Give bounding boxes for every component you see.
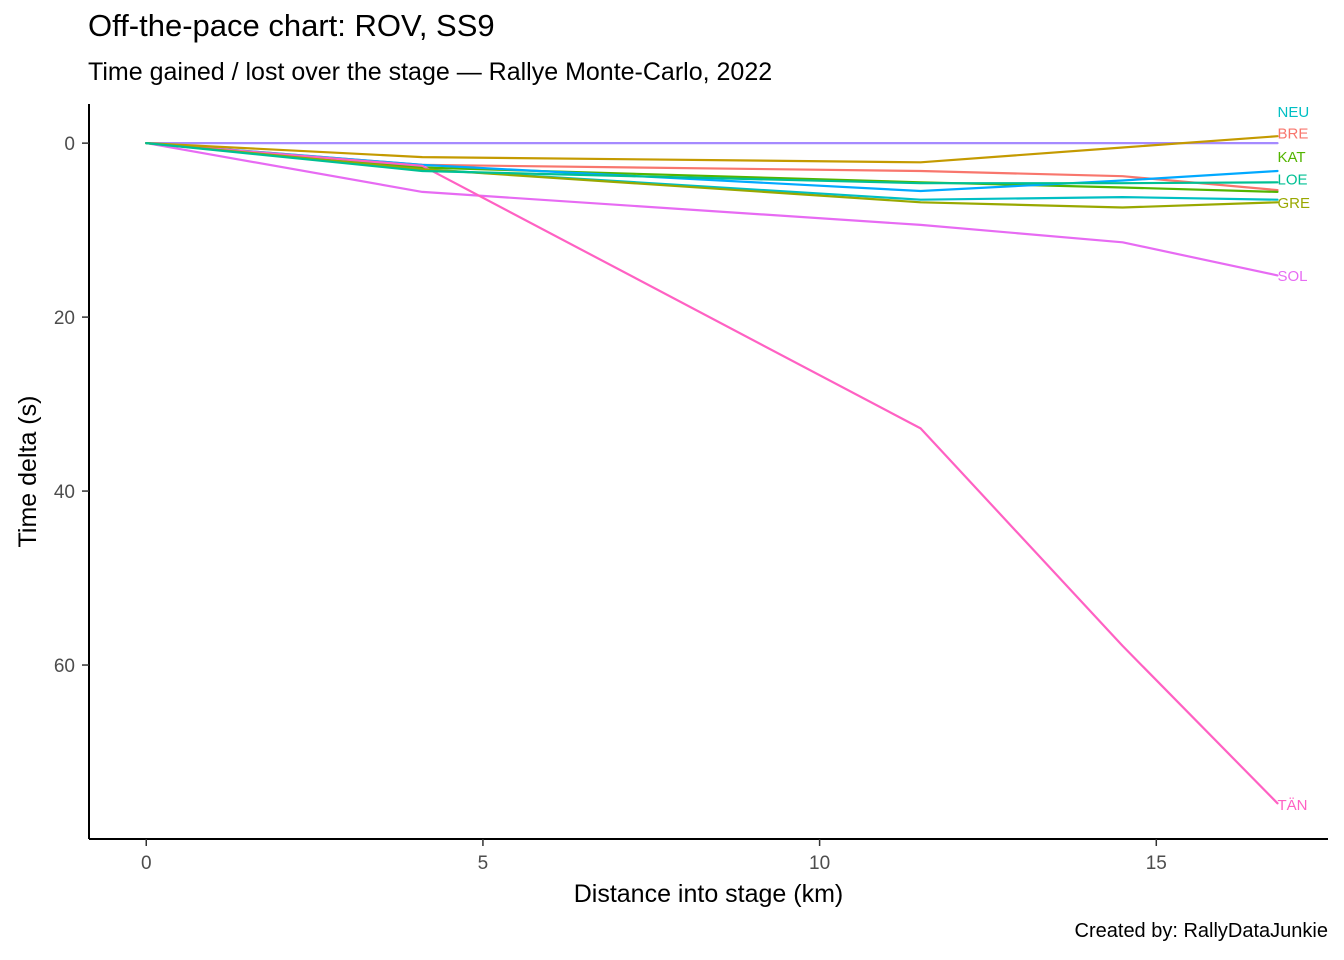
y-tick-label: 40 <box>54 482 75 503</box>
x-tick-label: 10 <box>809 853 830 874</box>
end-label-loe: LOE <box>1277 172 1307 189</box>
x-tick-label: 15 <box>1146 853 1167 874</box>
end-label-sol: SOL <box>1277 268 1307 285</box>
x-axis-ticks: 0 5 10 15 <box>141 839 1167 874</box>
series-line-unlabelled-7 <box>145 135 1279 164</box>
chart-caption: Created by: RallyDataJunkie <box>1074 920 1328 942</box>
series-line-tän <box>145 142 1279 805</box>
y-axis-ticks: 0 20 40 60 <box>54 134 89 677</box>
x-tick-label: 0 <box>141 853 152 874</box>
x-tick-label: 5 <box>478 853 489 874</box>
y-tick-label: 60 <box>54 656 75 677</box>
y-tick-label: 20 <box>54 308 75 329</box>
y-axis-title: Time delta (s) <box>14 396 42 548</box>
series-line-unlabelled-8 <box>145 142 1279 209</box>
end-label-bre: BRE <box>1277 126 1308 143</box>
chart-title: Off-the-pace chart: ROV, SS9 <box>88 8 495 43</box>
end-label-gre: GRE <box>1277 195 1310 212</box>
end-label-neu: NEU <box>1277 104 1309 121</box>
series-lines <box>145 135 1279 805</box>
series-line-unlabelled-9 <box>145 142 1279 185</box>
series-line-sol <box>145 142 1279 277</box>
chart-subtitle: Time gained / lost over the stage — Rall… <box>88 58 773 86</box>
end-label-kat: KAT <box>1277 149 1305 166</box>
x-axis-title: Distance into stage (km) <box>574 880 844 908</box>
end-label-tän: TÄN <box>1277 797 1307 814</box>
y-tick-label: 0 <box>64 134 75 155</box>
series-end-labels: NEU BRE KAT LOE GRE SOL TÄN <box>1277 104 1310 814</box>
